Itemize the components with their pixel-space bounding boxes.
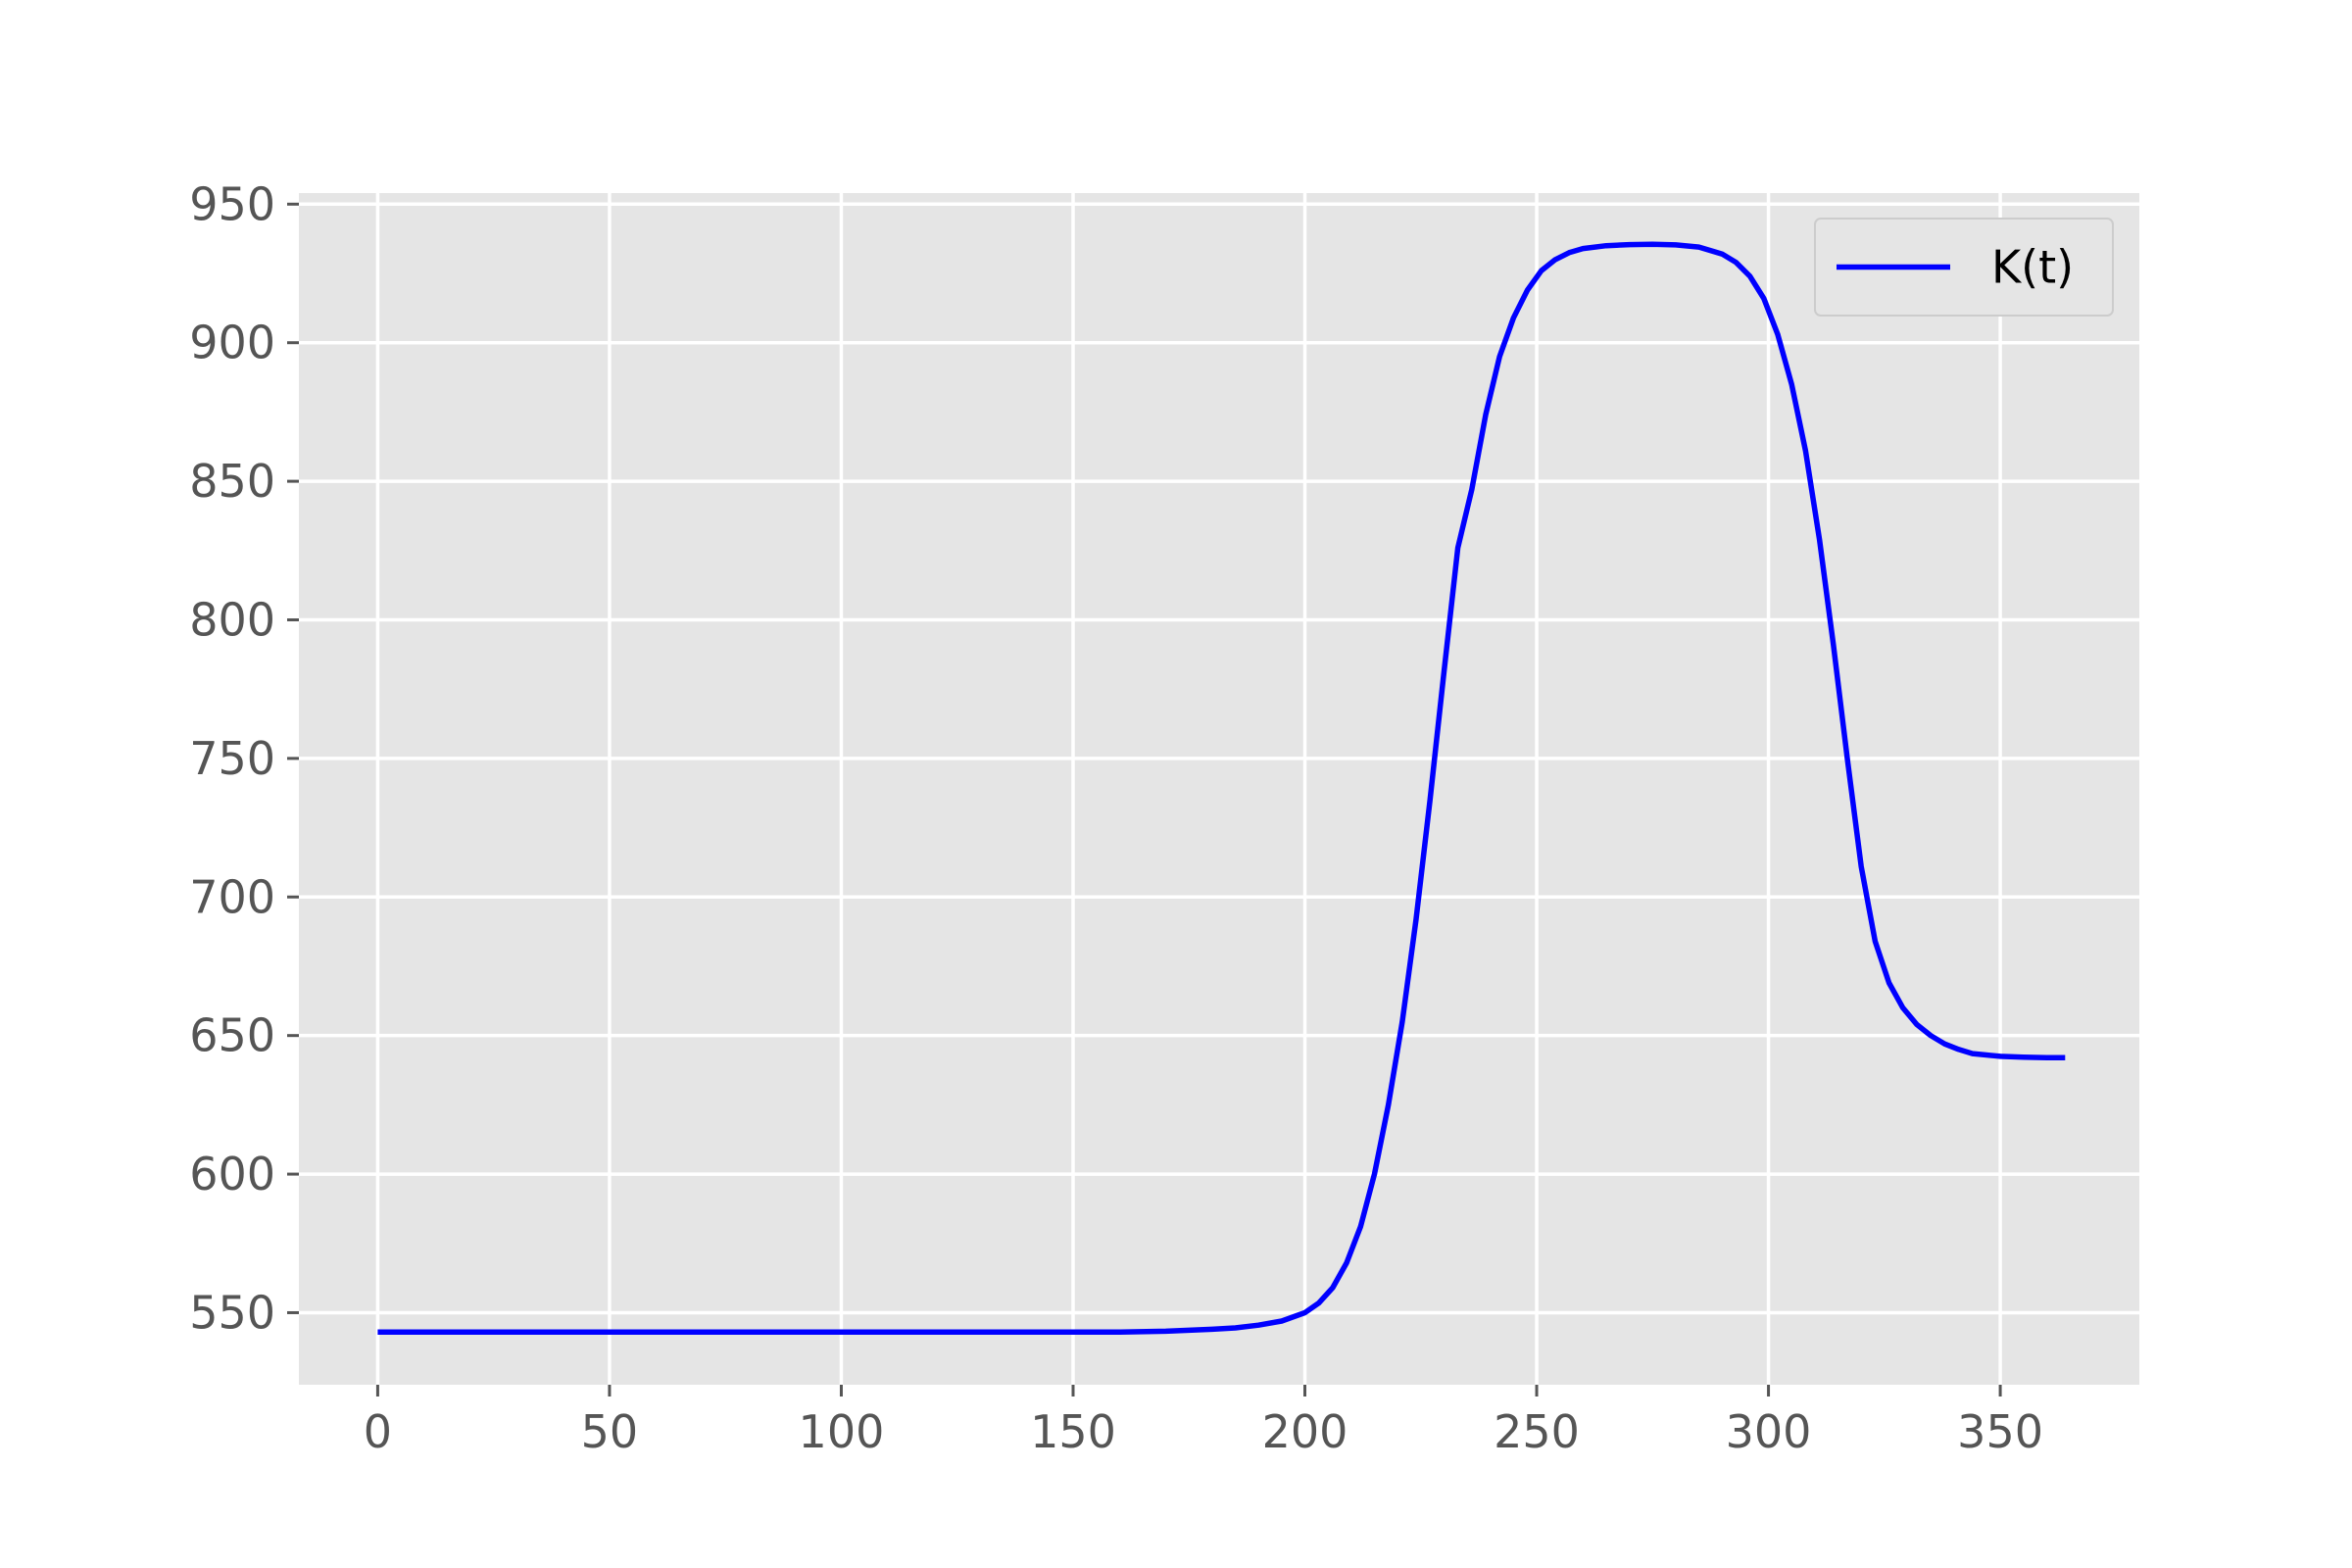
y-tick-label: 750 [189, 732, 275, 785]
x-axis-ticks: 0 50 100 150 200 250 300 350 [364, 1385, 2043, 1458]
x-tick-label: 350 [1957, 1405, 2043, 1458]
y-axis-ticks: 550 600 650 700 750 800 850 900 950 [189, 177, 299, 1339]
series-line-k-t [377, 241, 2066, 1336]
series-layer [377, 241, 2066, 1336]
x-tick-label: 300 [1726, 1405, 1812, 1458]
y-tick-label: 550 [189, 1286, 275, 1339]
y-tick-label: 900 [189, 317, 275, 369]
y-tick-label: 700 [189, 870, 275, 923]
x-tick-label: 0 [364, 1405, 392, 1458]
y-tick-label: 850 [189, 455, 275, 508]
y-tick-label: 950 [189, 177, 275, 230]
x-tick-label: 150 [1030, 1405, 1116, 1458]
x-tick-label: 250 [1494, 1405, 1580, 1458]
gridlines [299, 193, 2139, 1385]
x-tick-label: 50 [581, 1405, 639, 1458]
legend-label: K(t) [1991, 241, 2074, 294]
legend: K(t) [1814, 218, 2114, 317]
y-tick-label: 800 [189, 593, 275, 646]
x-tick-label: 200 [1262, 1405, 1348, 1458]
x-tick-label: 100 [799, 1405, 885, 1458]
legend-box [1814, 218, 2114, 317]
y-tick-label: 600 [189, 1148, 275, 1200]
plot-area-background [299, 193, 2139, 1385]
y-tick-label: 650 [189, 1009, 275, 1062]
